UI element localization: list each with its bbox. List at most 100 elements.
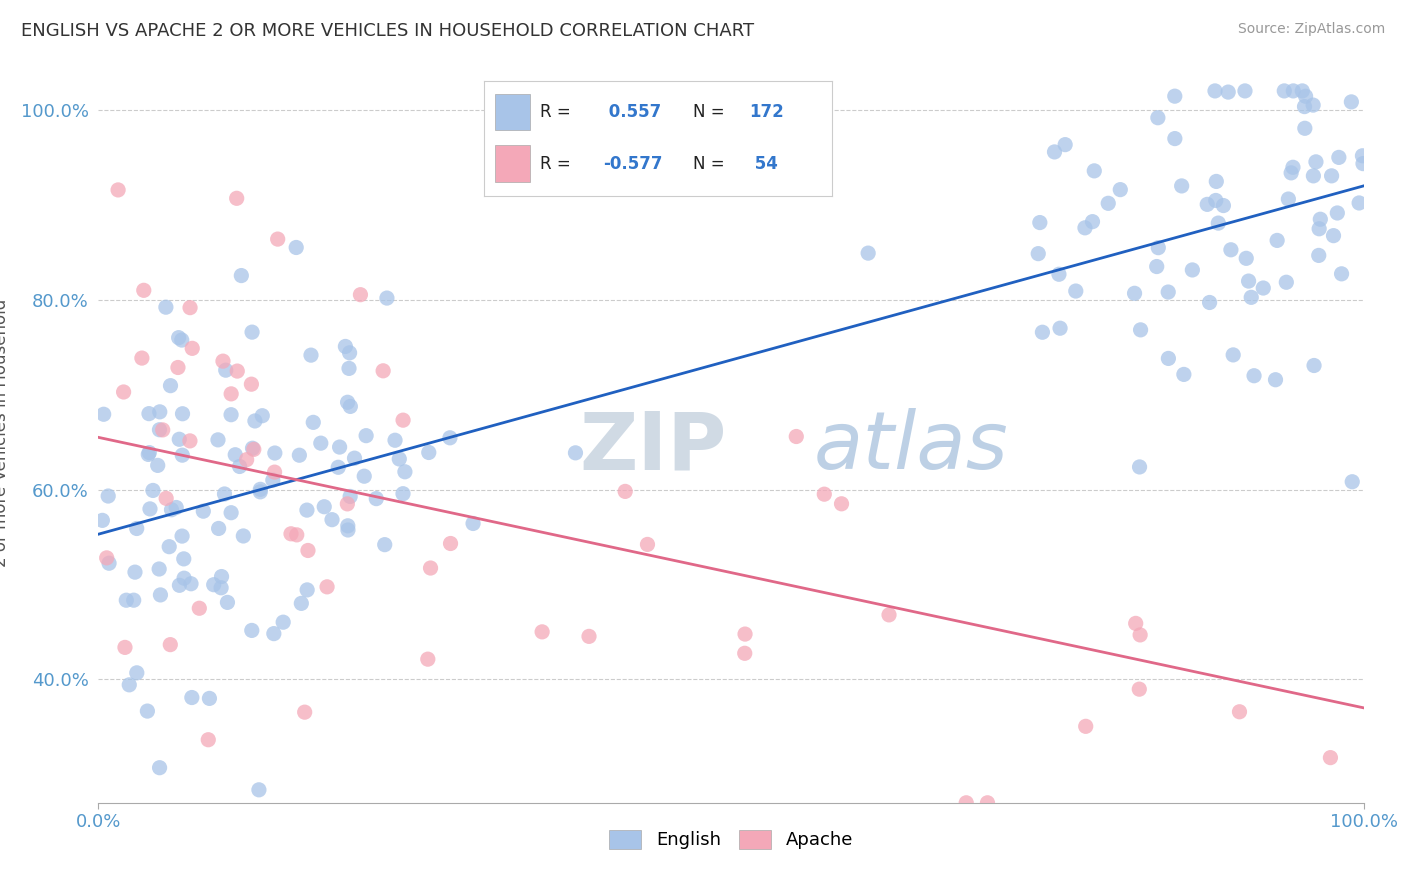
Point: [170, 529, 193, 543]
Point: [353, 469, 375, 483]
Point: [159, 378, 181, 392]
Point: [142, 483, 165, 498]
Point: [366, 491, 388, 506]
Point: [193, 504, 215, 518]
Point: [337, 361, 360, 376]
Point: [1031, 325, 1053, 339]
Point: [1204, 84, 1226, 98]
Point: [232, 529, 254, 543]
Point: [217, 595, 239, 609]
Point: [1234, 252, 1257, 266]
Point: [1341, 475, 1364, 489]
Point: [167, 331, 190, 345]
Point: [96, 550, 118, 565]
Point: [235, 452, 257, 467]
Point: [1129, 323, 1152, 337]
Point: [242, 442, 264, 456]
Point: [1277, 192, 1299, 206]
Point: [149, 405, 172, 419]
Point: [831, 497, 853, 511]
Point: [1322, 228, 1344, 243]
Point: [267, 232, 290, 246]
Point: [1049, 321, 1071, 335]
Point: [138, 407, 160, 421]
Point: [1233, 84, 1256, 98]
Point: [91, 513, 114, 527]
Point: [148, 423, 170, 437]
Point: [1351, 156, 1374, 170]
Point: [294, 705, 316, 719]
Point: [263, 446, 285, 460]
Point: [136, 704, 159, 718]
Point: [262, 473, 284, 487]
Point: [214, 487, 236, 501]
Point: [1197, 197, 1219, 211]
Point: [290, 596, 312, 610]
Point: [1348, 196, 1371, 211]
Point: [1081, 214, 1104, 228]
Point: [329, 440, 352, 454]
Point: [1074, 220, 1097, 235]
Point: [180, 576, 202, 591]
Point: [384, 434, 406, 448]
Point: [1029, 216, 1052, 230]
Point: [1109, 183, 1132, 197]
Point: [172, 448, 194, 462]
Point: [1308, 248, 1330, 262]
Point: [139, 502, 162, 516]
Point: [188, 601, 211, 615]
Point: [1320, 169, 1343, 183]
Point: [336, 497, 359, 511]
Point: [1208, 216, 1230, 230]
Point: [138, 445, 160, 459]
Point: [349, 287, 371, 301]
Point: [295, 503, 318, 517]
Point: [614, 484, 637, 499]
Point: [169, 578, 191, 592]
Point: [1157, 285, 1180, 299]
Point: [1083, 164, 1105, 178]
Point: [1340, 95, 1362, 109]
Point: [1198, 295, 1220, 310]
Point: [285, 528, 308, 542]
Point: [1064, 284, 1087, 298]
Point: [1264, 373, 1286, 387]
Point: [336, 518, 359, 533]
Point: [160, 502, 183, 516]
Point: [146, 458, 169, 473]
Point: [170, 333, 193, 347]
Point: [1047, 267, 1070, 281]
Point: [93, 407, 115, 421]
Point: [1302, 98, 1324, 112]
Point: [1123, 286, 1146, 301]
Point: [155, 491, 177, 506]
Point: [179, 434, 201, 448]
Point: [1205, 194, 1227, 208]
Point: [243, 414, 266, 428]
Point: [249, 484, 271, 499]
Point: [98, 556, 121, 570]
Point: [336, 523, 359, 537]
Point: [439, 431, 461, 445]
Legend: English, Apache: English, Apache: [602, 823, 860, 856]
Point: [1212, 198, 1234, 212]
Point: [299, 348, 322, 362]
Point: [118, 678, 141, 692]
Point: [1294, 121, 1316, 136]
Point: [1305, 154, 1327, 169]
Point: [263, 626, 285, 640]
Point: [219, 408, 242, 422]
Point: [637, 537, 659, 551]
Point: [136, 447, 159, 461]
Point: [288, 448, 311, 462]
Point: [243, 442, 266, 457]
Point: [219, 387, 242, 401]
Point: [856, 246, 879, 260]
Point: [1240, 290, 1263, 304]
Text: ZIP: ZIP: [579, 409, 727, 486]
Point: [169, 432, 191, 446]
Point: [132, 283, 155, 297]
Point: [249, 483, 271, 497]
Point: [1330, 267, 1353, 281]
Point: [734, 627, 756, 641]
